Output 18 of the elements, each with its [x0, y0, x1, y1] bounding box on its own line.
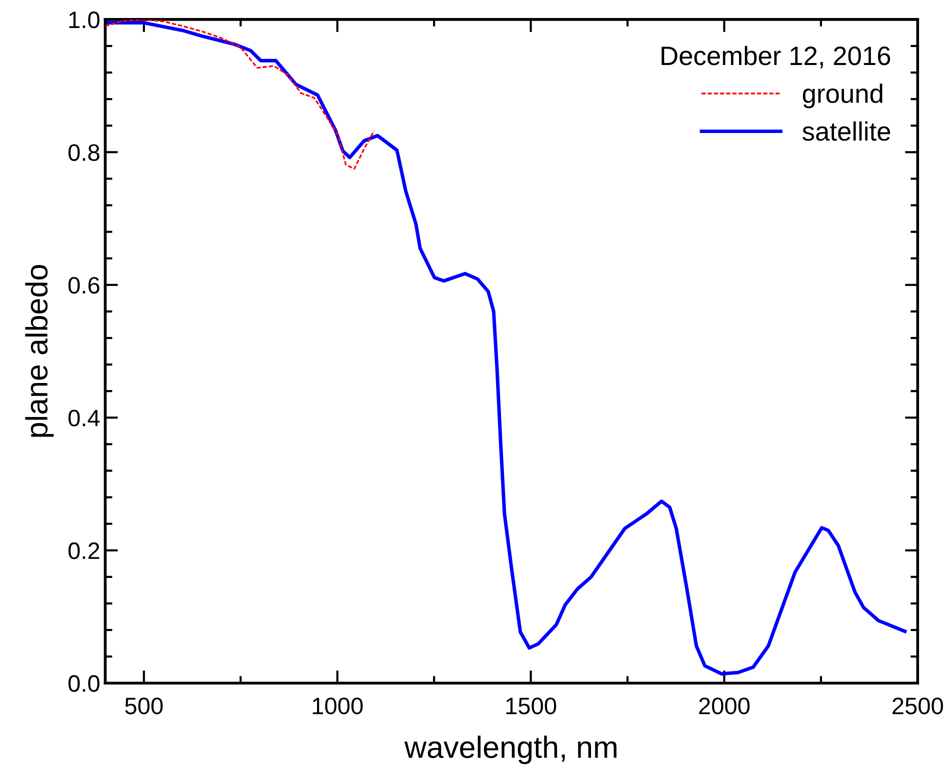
x-tick-label: 500 [125, 698, 163, 714]
x-tick-label: 2500 [892, 698, 944, 714]
y-tick-label: 0.2 [68, 542, 100, 560]
line-series [105, 19, 375, 170]
x-tick-label: 1500 [506, 698, 556, 714]
y-tick-label: 0.0 [68, 675, 100, 692]
legend-label: satellite [802, 121, 890, 141]
y-axis-title: plane albedo [25, 265, 54, 437]
x-tick-label: 1000 [312, 698, 363, 714]
y-tick-label: 1.0 [69, 12, 100, 28]
y-tick-label: 0.8 [68, 144, 100, 161]
line-series [105, 21, 907, 676]
legend-title: December 12, 2016 [662, 46, 890, 68]
x-axis-title: wavelength, nm [404, 736, 616, 764]
y-tick-label: 0.6 [68, 276, 100, 294]
legend-label: ground [802, 84, 882, 108]
y-tick-label: 0.4 [68, 410, 100, 426]
x-tick-label: 2000 [699, 698, 750, 714]
